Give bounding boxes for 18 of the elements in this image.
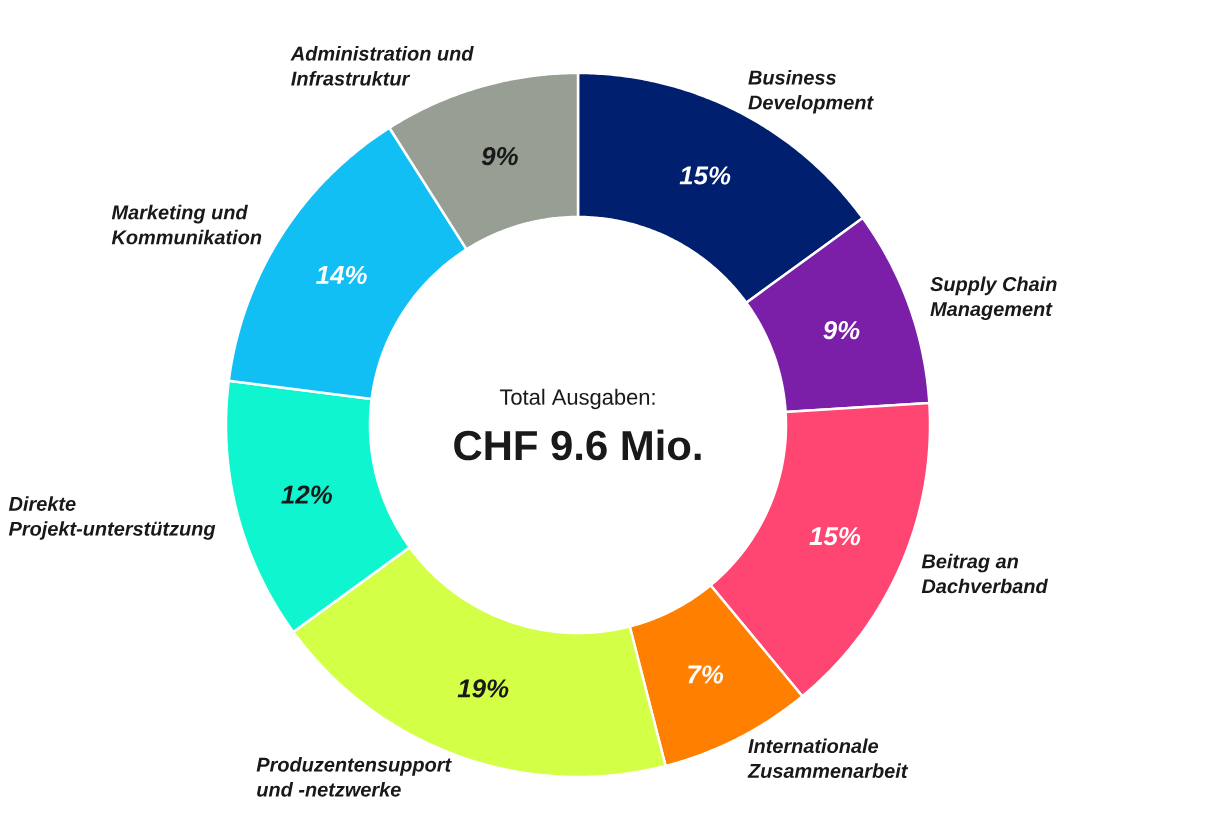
slice-label: Internationale Zusammenarbeit <box>747 738 909 778</box>
text: CHF 9.6 Mio. <box>454 429 701 461</box>
slice-label: Business Development <box>748 70 874 114</box>
data-label: 9% <box>823 320 860 340</box>
data-label: 12% <box>281 485 332 504</box>
slice-label: Administration und Infrastruktur <box>290 46 474 86</box>
text: Total Ausgaben: <box>499 388 655 410</box>
slice-label: Supply Chain Management <box>930 276 1057 321</box>
data-label: 9% <box>481 146 518 166</box>
slice-label: Direkte Projekt-unterstützung <box>8 496 216 540</box>
data-label: 15% <box>679 166 731 185</box>
slice-label: Beitrag an Dachverband <box>921 553 1049 594</box>
slice-label: Marketing und Kommunikation <box>111 204 262 245</box>
data-label: 19% <box>457 679 509 698</box>
data-label: 15% <box>809 527 861 546</box>
slice-label: Produzentensupport und -netzwerke <box>256 757 452 797</box>
data-label: 14% <box>316 265 367 285</box>
data-label: 7% <box>688 665 724 684</box>
